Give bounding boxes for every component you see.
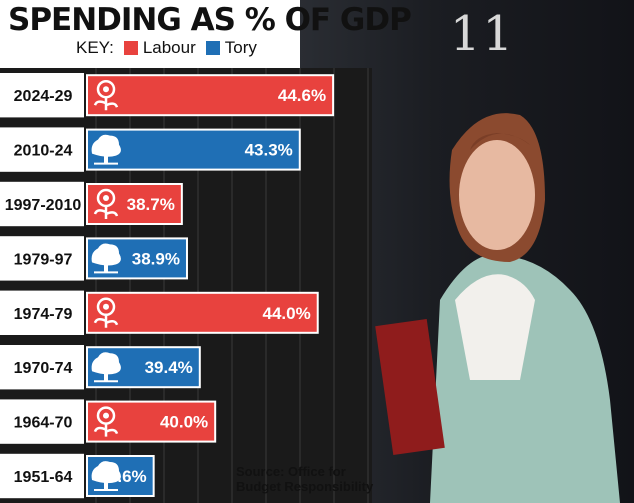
category-label: 1970-74 — [14, 360, 73, 377]
category-label: 2010-24 — [14, 143, 73, 160]
legend-swatch-tory — [205, 41, 220, 55]
legend: KEY: Labour Tory — [76, 38, 257, 58]
value-label: 38.7% — [127, 195, 175, 214]
legend-text-labour: Labour — [142, 38, 196, 57]
party-icons — [91, 79, 121, 491]
value-label: 40.0% — [160, 413, 208, 432]
tree-icon — [91, 134, 121, 165]
bar-2010-24 — [88, 130, 299, 169]
category-band — [0, 399, 84, 444]
bar-1974-79 — [88, 293, 317, 332]
rose-icon — [93, 297, 119, 328]
category-band — [0, 181, 84, 227]
door-number: 11 — [450, 6, 516, 62]
value-label: 43.3% — [245, 141, 293, 160]
tree-icon — [91, 461, 121, 491]
category-band — [0, 236, 84, 281]
category-label: 2024-29 — [14, 88, 73, 105]
value-label: 37.6% — [98, 467, 146, 486]
legend-entry-tory: Tory — [205, 38, 257, 58]
chart-title: SPENDING AS % OF GDP — [8, 2, 412, 38]
legend-text-tory: Tory — [224, 38, 257, 57]
legend-entry-labour: Labour — [123, 38, 196, 58]
category-band — [0, 73, 84, 118]
category-label: 1997-2010 — [5, 197, 82, 214]
tree-icon — [91, 352, 121, 383]
value-labels: 44.6% 43.3% 38.7% 38.9% 44.0% 39.4% 40.0% 37.6% — [98, 86, 326, 486]
source-note: Source: Office for Budget Responsibility — [236, 464, 374, 494]
presenter-figure — [375, 113, 620, 503]
rose-icon — [93, 188, 119, 219]
rose-icon — [93, 406, 119, 437]
category-label: 1951-64 — [14, 469, 73, 486]
tree-icon — [91, 243, 121, 274]
category-band — [0, 127, 84, 172]
value-label: 38.9% — [132, 249, 180, 268]
legend-label: KEY: — [76, 38, 114, 57]
rose-icon — [93, 79, 119, 111]
category-band — [0, 290, 84, 335]
category-label: 1974-79 — [14, 306, 73, 323]
category-band — [0, 453, 84, 499]
value-label: 39.4% — [145, 358, 193, 377]
bar-2024-29 — [88, 76, 333, 115]
value-label: 44.6% — [278, 86, 326, 105]
category-label: 1964-70 — [14, 415, 73, 432]
legend-swatch-labour — [123, 41, 138, 55]
bars — [86, 74, 335, 497]
value-label: 44.0% — [263, 304, 311, 323]
category-band — [0, 345, 84, 390]
category-labels: 2024-29 2010-24 1997-2010 1979-97 1974-79 197… — [5, 88, 82, 486]
category-label: 1979-97 — [14, 251, 73, 268]
red-box-icon — [375, 319, 445, 455]
